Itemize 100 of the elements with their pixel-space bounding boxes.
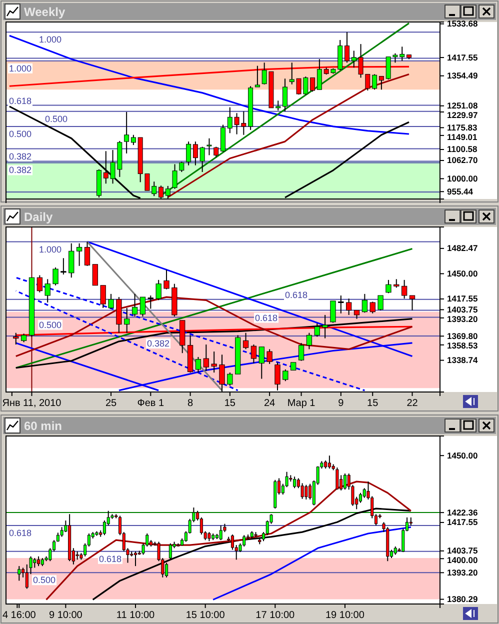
y-tick-label: 1422.36	[447, 507, 478, 518]
candlestick	[242, 332, 249, 350]
candlestick	[362, 293, 368, 314]
annotation: 1.000	[9, 63, 32, 74]
candlestick	[200, 146, 205, 173]
candlestick	[18, 566, 21, 582]
candlestick	[192, 141, 198, 166]
y-tick-label: 1338.74	[447, 355, 478, 366]
y-tick-label: 1251.08	[447, 100, 478, 111]
candlestick	[214, 146, 219, 158]
candlestick	[358, 492, 362, 504]
line-series	[212, 526, 412, 600]
y-tick-label: 1393.20	[447, 314, 478, 324]
annotation: 0.500	[39, 320, 62, 330]
candlestick	[211, 351, 217, 374]
candlestick	[156, 279, 162, 301]
annotation: 1.000	[39, 34, 62, 45]
x-tick-label: 25	[105, 398, 118, 410]
candlestick	[165, 562, 168, 578]
y-tick-label: 1417.55	[447, 294, 478, 304]
candlestick	[409, 294, 416, 311]
candlestick	[328, 455, 331, 470]
y-tick-label: 1354.49	[447, 70, 478, 81]
line-series	[167, 73, 410, 198]
candlestick	[203, 344, 209, 372]
y-tick-label: 1403.75	[447, 546, 478, 556]
candlestick	[140, 296, 146, 318]
candlestick	[310, 77, 316, 92]
y-tick-label: 1450.00	[447, 450, 478, 460]
y-tick-label: 1400.00	[447, 555, 478, 566]
candlestick	[164, 269, 170, 290]
x-tick-label: 15	[224, 398, 236, 410]
candlestick	[402, 279, 408, 300]
x-tick-label: 24	[264, 398, 276, 410]
candlestick	[266, 348, 272, 364]
y-tick-label: 1533.68	[447, 18, 478, 29]
annotation: 0.618	[99, 554, 122, 564]
candlestick	[300, 482, 304, 500]
y-tick-label: 955.44	[447, 186, 474, 196]
candlestick	[132, 293, 138, 318]
candlestick	[314, 323, 320, 338]
candlestick	[60, 258, 66, 275]
x-tick-label: Фев 1	[137, 398, 164, 410]
candlestick	[316, 58, 322, 90]
y-tick-label: 1393.20	[447, 567, 478, 578]
candlestick	[206, 138, 212, 156]
candlestick	[336, 467, 339, 490]
candlestick	[254, 65, 260, 88]
x-tick-label: 19 10:00	[325, 610, 365, 622]
y-tick-label: 1149.01	[447, 132, 478, 142]
candlestick	[124, 111, 130, 154]
x-tick-label: 8	[188, 398, 194, 410]
candlestick	[304, 484, 308, 500]
x-tick-label: 9 10:00	[48, 610, 83, 622]
candlestick	[220, 124, 226, 152]
y-tick-label: 1229.97	[447, 110, 478, 120]
candlestick	[242, 534, 246, 547]
candlestick	[52, 266, 58, 286]
x-tick-label: 4 16:00	[2, 610, 36, 622]
candlestick	[172, 164, 178, 190]
candlestick	[134, 550, 138, 567]
x-tick-label: 15 10:00	[186, 610, 226, 622]
candlestick	[298, 342, 304, 362]
candlestick	[44, 278, 50, 303]
y-tick-label: 1417.55	[447, 517, 478, 528]
candlestick	[258, 346, 264, 380]
candlestick	[100, 284, 106, 308]
candlestick	[84, 241, 90, 266]
candlestick	[124, 307, 130, 334]
y-tick-label: 1175.83	[447, 122, 478, 132]
y-tick-label: 1450.00	[447, 268, 478, 278]
candlestick	[378, 76, 384, 90]
y-tick-label: 1000.00	[447, 173, 478, 184]
annotation: 0.500	[9, 128, 32, 139]
chart-title: Weekly	[24, 5, 66, 19]
annotation: 0.382	[147, 338, 170, 348]
candlestick	[250, 344, 257, 364]
x-tick-label: 17 10:00	[256, 610, 296, 622]
candlestick	[282, 78, 288, 112]
x-tick-label: 22	[406, 398, 418, 410]
candlestick	[33, 558, 36, 568]
y-tick-label: 1062.70	[447, 155, 478, 166]
candlestick	[102, 520, 106, 536]
candlestick	[282, 368, 288, 382]
annotation: 0.382	[9, 165, 32, 176]
x-tick-label: Мар 1	[287, 398, 316, 410]
candlestick	[346, 298, 352, 316]
candlestick	[37, 556, 40, 567]
y-tick-label: 1380.29	[447, 594, 478, 604]
candlestick	[219, 524, 222, 541]
candlestick	[179, 161, 184, 173]
chart-title: 60 min	[24, 419, 62, 433]
candlestick	[186, 141, 192, 166]
candlestick	[208, 532, 211, 542]
annotation: 0.618	[255, 312, 278, 323]
y-tick-label: 1358.53	[447, 340, 478, 350]
annotation: 1.000	[39, 244, 62, 254]
y-tick-label: 1403.75	[447, 304, 478, 314]
candlestick	[230, 534, 234, 550]
candlestick	[370, 301, 376, 314]
